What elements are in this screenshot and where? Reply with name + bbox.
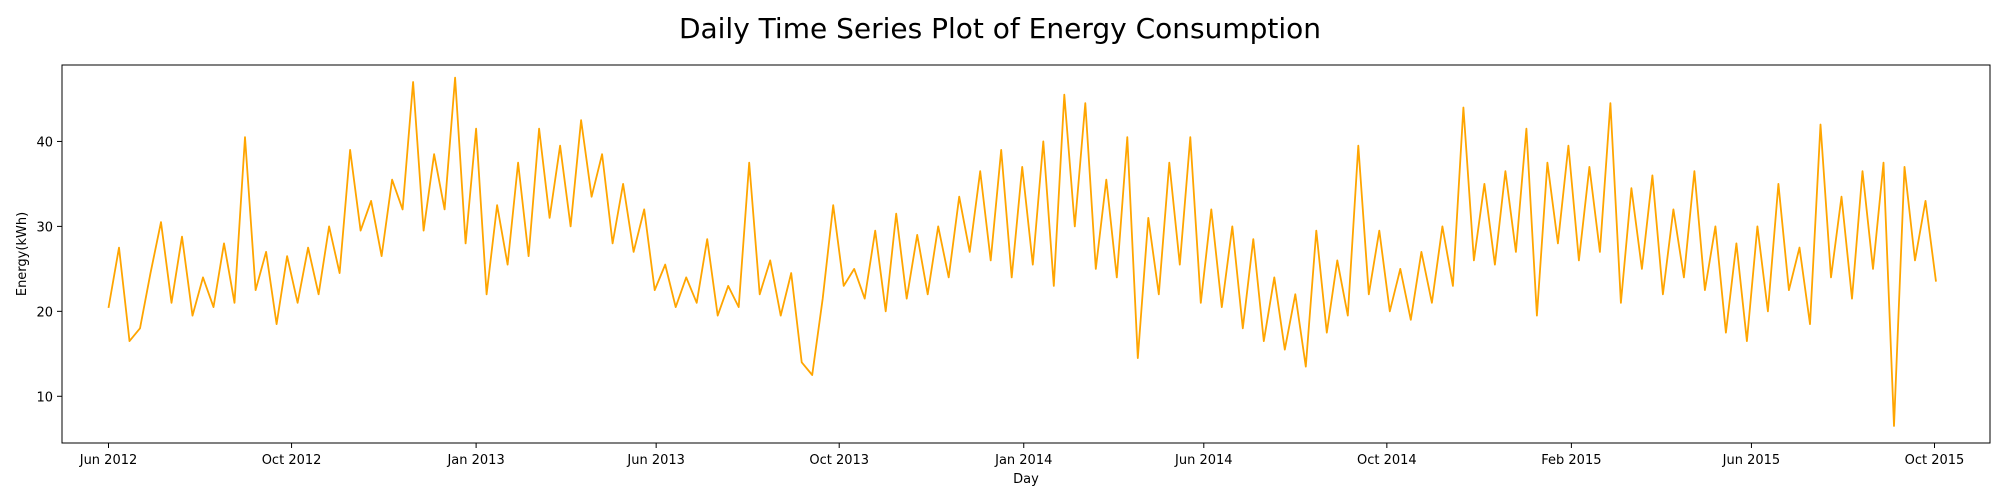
x-tick-label: Jan 2014: [994, 453, 1052, 468]
y-axis-label: Energy(kWh): [15, 212, 30, 296]
x-tick-label: Oct 2014: [1357, 453, 1417, 468]
x-tick-label: Jun 2015: [1722, 453, 1781, 468]
x-tick-label: Feb 2015: [1541, 453, 1601, 468]
x-tick-label: Oct 2012: [262, 453, 322, 468]
series-line-0: [107, 76, 1937, 427]
plot-frame: [61, 64, 1991, 444]
chart-title: Daily Time Series Plot of Energy Consump…: [679, 12, 1321, 45]
y-tick-label: 30: [36, 220, 53, 235]
x-axis-label: Day: [1013, 472, 1039, 487]
y-tick-label: 40: [36, 135, 53, 150]
x-tick-label: Jan 2013: [446, 453, 504, 468]
x-tick-label: Jun 2013: [626, 453, 685, 468]
plot-area: [107, 76, 1937, 427]
x-tick-label: Jun 2012: [79, 453, 138, 468]
x-tick-label: Jun 2014: [1174, 453, 1233, 468]
x-tick-label: Oct 2013: [809, 453, 869, 468]
y-tick-label: 20: [36, 305, 53, 320]
y-tick-label: 10: [36, 390, 53, 405]
x-tick-label: Oct 2015: [1905, 453, 1965, 468]
y-axis-ticks: 10 20 30 40: [36, 135, 62, 405]
x-axis-ticks: Jun 2012 Oct 2012 Jan 2013 Jun 2013 Oct 2013…: [79, 443, 1965, 468]
